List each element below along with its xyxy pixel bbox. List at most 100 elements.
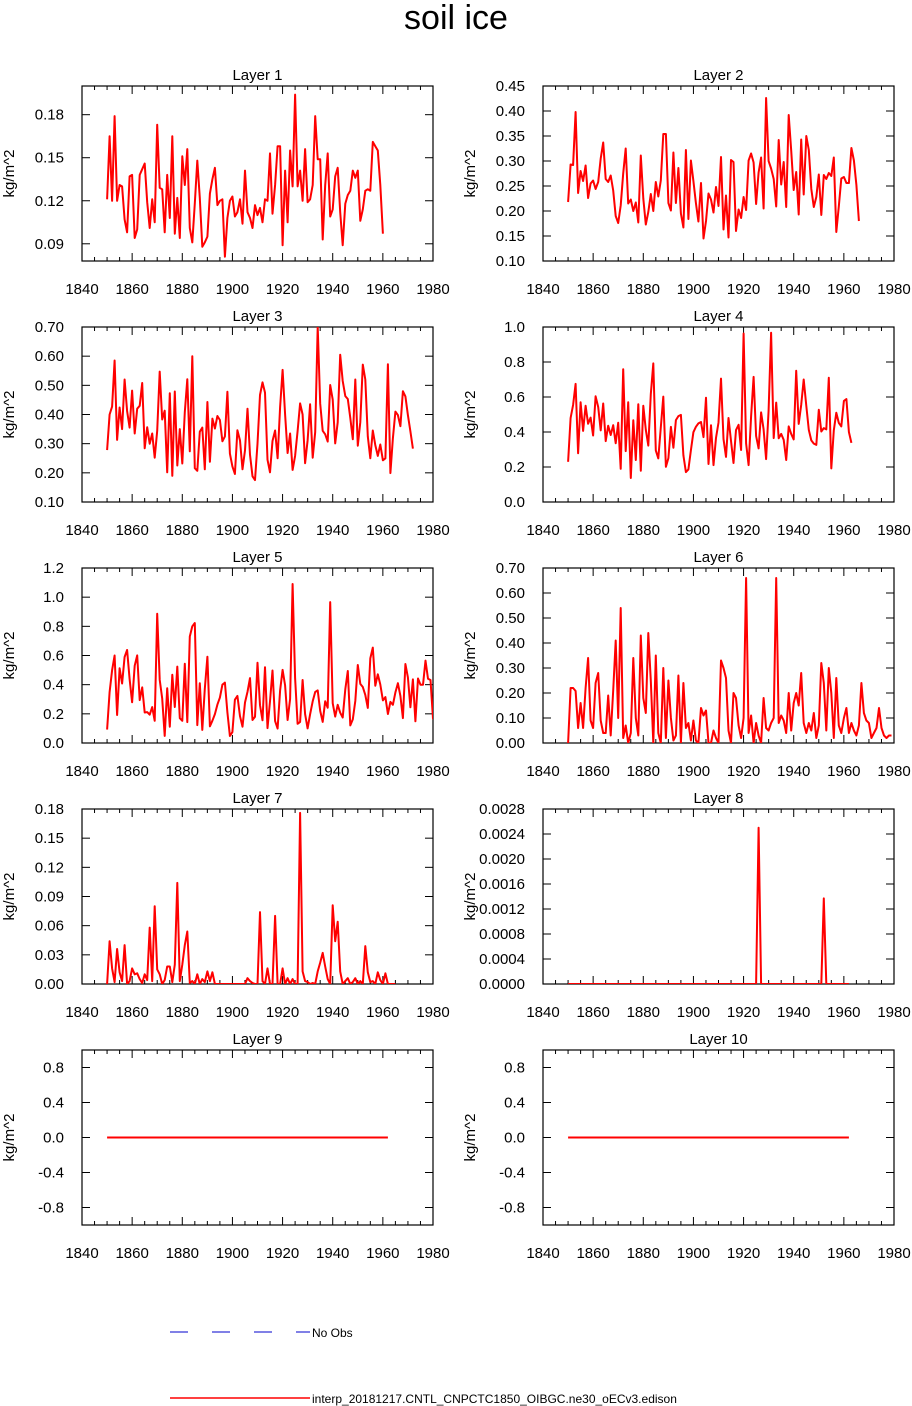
layer-7-ytick-label: 0.18 bbox=[35, 801, 64, 818]
layer-6-ylabel: kg/m^2 bbox=[462, 632, 479, 680]
layer-7-xtick-label: 1860 bbox=[115, 1004, 148, 1021]
layer-6-ytick-label: 0.60 bbox=[496, 585, 525, 602]
layer-6-ytick-label: 0.40 bbox=[496, 635, 525, 652]
layer-3-xtick-label: 1940 bbox=[316, 522, 349, 539]
layer-9-chart: Layer 9 kg/m^2 1840 1860 1880 1900 1920 1940 196… bbox=[1, 1031, 450, 1262]
legend-run-label: interp_20181217.CNTL_CNPCTC1850_OIBGC.ne… bbox=[312, 1392, 677, 1406]
layer-5-xtick-label: 1880 bbox=[166, 763, 199, 780]
layer-1-ytick-label: 0.15 bbox=[35, 150, 64, 167]
layer-7-ytick-label: 0.06 bbox=[35, 918, 64, 935]
layer-5-xtick-label: 1940 bbox=[316, 763, 349, 780]
layer-8-ytick-label: 0.0008 bbox=[479, 926, 525, 943]
layer-3-xtick-label: 1900 bbox=[216, 522, 249, 539]
layer-2-ylabel: kg/m^2 bbox=[462, 150, 479, 198]
layer-1-ytick-label: 0.18 bbox=[35, 107, 64, 124]
layer-5-ytick-label: 1.0 bbox=[43, 589, 64, 606]
layer-3-ytick-label: 0.70 bbox=[35, 319, 64, 336]
layer-5-chart: Layer 5 kg/m^2 1840 1860 1880 1900 1920 1940 196… bbox=[1, 549, 450, 780]
layer-4-ytick-label: 0.0 bbox=[504, 494, 525, 511]
layer-9-xtick-label: 1840 bbox=[65, 1245, 98, 1262]
layer-8-title: Layer 8 bbox=[693, 790, 743, 807]
layer-6-xtick-label: 1940 bbox=[777, 763, 810, 780]
layer-6-ytick-label: 0.20 bbox=[496, 685, 525, 702]
layer-7-series-line bbox=[106, 811, 396, 984]
layer-9-xtick-label: 1940 bbox=[316, 1245, 349, 1262]
layer-7-xtick-label: 1960 bbox=[366, 1004, 399, 1021]
layer-5-ytick-label: 0.8 bbox=[43, 618, 64, 635]
layer-5-xtick-label: 1900 bbox=[216, 763, 249, 780]
layer-7-ytick-label: 0.09 bbox=[35, 889, 64, 906]
layer-8-xtick-label: 1840 bbox=[526, 1004, 559, 1021]
layer-7-ylabel: kg/m^2 bbox=[1, 873, 18, 921]
layer-5-ytick-label: 0.0 bbox=[43, 735, 64, 752]
layer-1-xtick-label: 1880 bbox=[166, 281, 199, 298]
layer-5-xtick-label: 1920 bbox=[266, 763, 299, 780]
layer-5-plot-frame bbox=[81, 567, 434, 744]
layer-2-xtick-label: 1960 bbox=[827, 281, 860, 298]
layer-7-ytick-label: 0.12 bbox=[35, 859, 64, 876]
layer-1-ytick-label: 0.12 bbox=[35, 193, 64, 210]
layer-7-chart: Layer 7 kg/m^2 1840 1860 1880 1900 1920 1940 196… bbox=[1, 790, 450, 1021]
layer-9-ytick-label: -0.4 bbox=[38, 1165, 64, 1182]
layer-3-series-line bbox=[106, 327, 414, 482]
layer-4-xtick-label: 1900 bbox=[677, 522, 710, 539]
layer-10-ytick-label: -0.4 bbox=[499, 1165, 525, 1182]
layer-6-ytick-label: 0.30 bbox=[496, 660, 525, 677]
layer-7-ytick-label: 0.03 bbox=[35, 947, 64, 964]
layer-1-series-line bbox=[106, 93, 384, 258]
layer-9-ytick-label: -0.8 bbox=[38, 1200, 64, 1217]
layer-4-ytick-label: 0.8 bbox=[504, 354, 525, 371]
layer-5-ylabel: kg/m^2 bbox=[1, 632, 18, 680]
layer-5-xtick-label: 1860 bbox=[115, 763, 148, 780]
layer-2-ytick-label: 0.35 bbox=[496, 128, 525, 145]
layer-6-xtick-label: 1980 bbox=[877, 763, 910, 780]
layer-2-xtick-label: 1980 bbox=[877, 281, 910, 298]
layer-6-ytick-label: 0.10 bbox=[496, 710, 525, 727]
layer-10-ylabel: kg/m^2 bbox=[462, 1114, 479, 1162]
layer-7-xtick-label: 1880 bbox=[166, 1004, 199, 1021]
layer-3-xtick-label: 1960 bbox=[366, 522, 399, 539]
layer-9-xtick-label: 1860 bbox=[115, 1245, 148, 1262]
layer-6-chart: Layer 6 kg/m^2 1840 1860 1880 1900 1920 1940 196… bbox=[462, 549, 911, 780]
layer-2-xtick-label: 1940 bbox=[777, 281, 810, 298]
layer-5-ytick-label: 0.2 bbox=[43, 706, 64, 723]
layer-2-xtick-label: 1900 bbox=[677, 281, 710, 298]
layer-8-ytick-label: 0.0028 bbox=[479, 801, 525, 818]
layer-2-ytick-label: 0.30 bbox=[496, 153, 525, 170]
layer-8-xtick-label: 1980 bbox=[877, 1004, 910, 1021]
layer-10-xtick-label: 1860 bbox=[576, 1245, 609, 1262]
layer-4-ytick-label: 0.4 bbox=[504, 424, 525, 441]
layer-4-xtick-label: 1840 bbox=[526, 522, 559, 539]
layer-4-xtick-label: 1960 bbox=[827, 522, 860, 539]
layer-3-ytick-label: 0.60 bbox=[35, 348, 64, 365]
layer-10-title: Layer 10 bbox=[689, 1031, 747, 1048]
layer-8-xtick-label: 1960 bbox=[827, 1004, 860, 1021]
layer-9-xtick-label: 1920 bbox=[266, 1245, 299, 1262]
layer-5-xtick-label: 1960 bbox=[366, 763, 399, 780]
layer-4-ylabel: kg/m^2 bbox=[462, 391, 479, 439]
layer-3-plot-frame bbox=[81, 326, 434, 503]
layer-9-ylabel: kg/m^2 bbox=[1, 1114, 18, 1162]
layer-6-xtick-label: 1960 bbox=[827, 763, 860, 780]
layer-2-ytick-label: 0.40 bbox=[496, 103, 525, 120]
layer-5-ytick-label: 1.2 bbox=[43, 560, 64, 577]
layer-9-ytick-label: 0.0 bbox=[43, 1130, 64, 1147]
layer-9-xtick-label: 1980 bbox=[416, 1245, 449, 1262]
layer-8-xtick-label: 1940 bbox=[777, 1004, 810, 1021]
page-title: soil ice bbox=[404, 0, 508, 37]
layer-10-ytick-label: 0.4 bbox=[504, 1095, 525, 1112]
layer-1-xtick-label: 1960 bbox=[366, 281, 399, 298]
layer-3-xtick-label: 1840 bbox=[65, 522, 98, 539]
layer-8-ytick-label: 0.0016 bbox=[479, 876, 525, 893]
layer-2-ytick-label: 0.10 bbox=[496, 253, 525, 270]
layer-6-ytick-label: 0.00 bbox=[496, 735, 525, 752]
layer-2-ytick-label: 0.25 bbox=[496, 178, 525, 195]
layer-10-xtick-label: 1840 bbox=[526, 1245, 559, 1262]
layer-3-ytick-label: 0.40 bbox=[35, 407, 64, 424]
layer-3-xtick-label: 1920 bbox=[266, 522, 299, 539]
layer-2-xtick-label: 1860 bbox=[576, 281, 609, 298]
layer-10-xtick-label: 1980 bbox=[877, 1245, 910, 1262]
layer-3-xtick-label: 1860 bbox=[115, 522, 148, 539]
layer-10-ytick-label: -0.8 bbox=[499, 1200, 525, 1217]
